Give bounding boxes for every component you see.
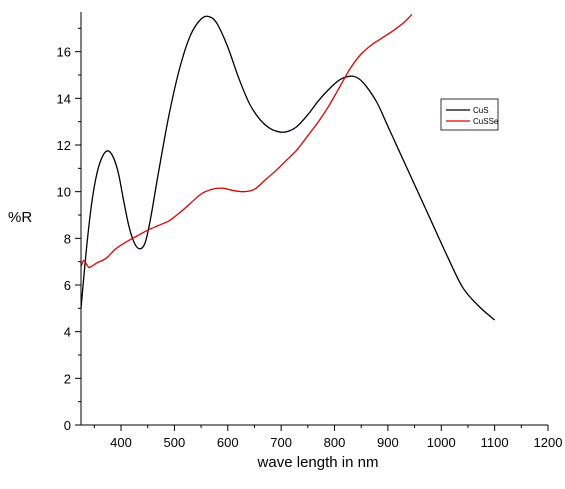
y-tick-label: 16 — [57, 45, 71, 60]
y-tick-label: 4 — [64, 325, 71, 340]
x-tick-label: 400 — [110, 435, 132, 450]
y-tick-label: 0 — [64, 418, 71, 433]
series-line-cus — [80, 15, 496, 321]
y-tick-label: 6 — [64, 278, 71, 293]
x-tick-label: 700 — [270, 435, 292, 450]
y-tick-label: 10 — [57, 185, 71, 200]
x-tick-label: 1100 — [481, 435, 509, 450]
legend-label-cusse: CuSSe — [473, 117, 499, 126]
y-tick-label: 8 — [64, 231, 71, 246]
y-tick-label: 12 — [57, 138, 71, 153]
series-line-cusse — [80, 13, 413, 269]
axes-layer — [80, 12, 548, 426]
x-tick-label: 1000 — [427, 435, 456, 450]
y-tick-label: 2 — [64, 371, 71, 386]
x-axis-title: wave length in nm — [257, 454, 379, 471]
series-layer — [80, 13, 496, 321]
y-tick-label: 14 — [57, 91, 71, 106]
x-tick-label: 1200 — [534, 435, 563, 450]
x-tick-label: 900 — [377, 435, 399, 450]
x-tick-label: 800 — [324, 435, 346, 450]
x-tick-label: 500 — [164, 435, 186, 450]
legend-label-cus: CuS — [473, 106, 489, 115]
legend: CuS CuSSe — [440, 98, 499, 131]
x-tick-label: 600 — [217, 435, 239, 450]
ticks-layer: 400 500 600 700 800 900 1000 1100 1200 0 2 4 6 8 10 12 1… — [57, 27, 563, 450]
legend-box — [440, 98, 499, 131]
y-axis-title: %R — [8, 209, 32, 226]
